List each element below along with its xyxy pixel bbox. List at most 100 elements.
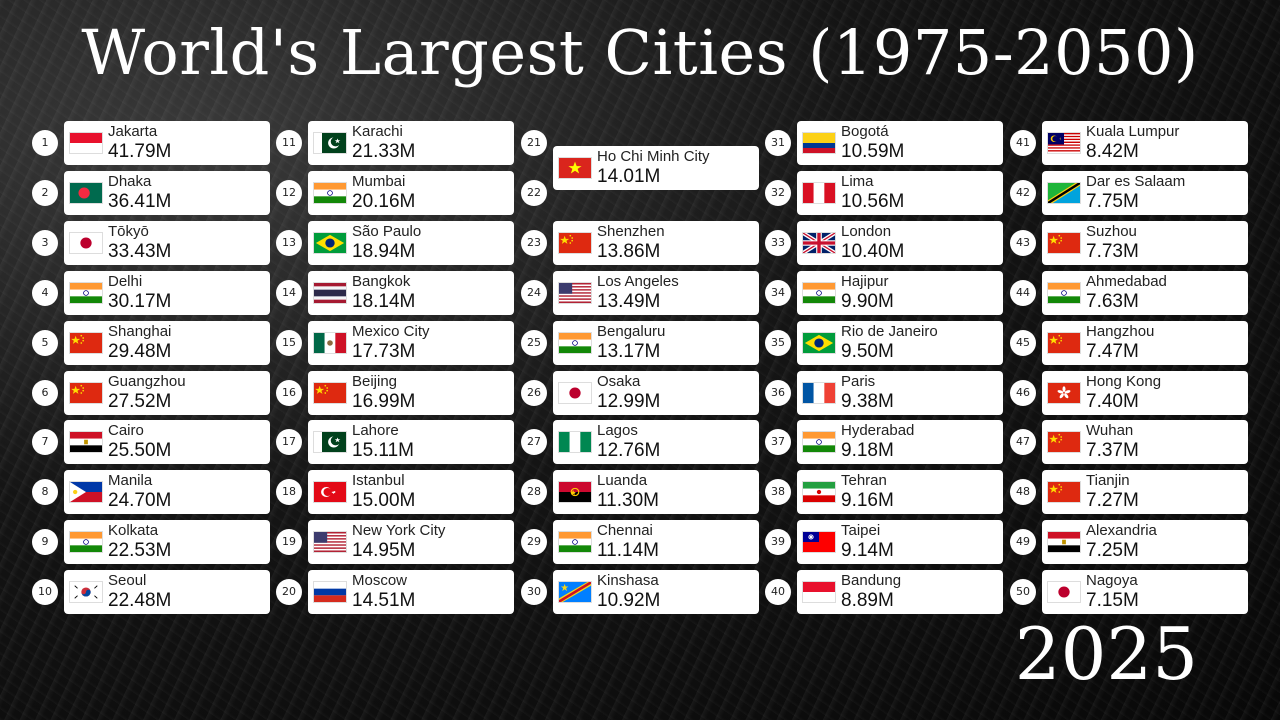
city-name: Beijing xyxy=(352,372,398,390)
city-population: 7.25M xyxy=(1086,540,1139,562)
city-name: Ho Chi Minh City xyxy=(597,147,710,165)
rank-badge: 23 xyxy=(521,229,547,256)
rank-badge: 38 xyxy=(765,479,791,506)
city-card: Bengaluru 13.17M xyxy=(553,320,759,365)
flag-kr-icon xyxy=(69,581,103,604)
city-card: Alexandria 7.25M xyxy=(1042,520,1248,565)
rank-badge: 34 xyxy=(765,279,791,306)
city-name: Istanbul xyxy=(352,472,405,490)
city-card: Tōkyō 33.43M xyxy=(64,220,270,265)
rank-badge: 8 xyxy=(32,479,58,506)
city-card: Guangzhou 27.52M xyxy=(64,370,270,415)
city-population: 9.90M xyxy=(841,290,894,312)
city-name: Alexandria xyxy=(1086,522,1157,540)
city-name: Chennai xyxy=(597,522,653,540)
city-name: Tehran xyxy=(841,472,887,490)
city-name: Kolkata xyxy=(108,522,159,540)
city-name: Jakarta xyxy=(108,123,158,140)
flag-co-icon xyxy=(802,132,836,154)
flag-in-icon xyxy=(802,281,836,304)
rank-badge: 45 xyxy=(1010,329,1036,356)
city-population: 18.94M xyxy=(352,240,416,262)
city-name: Taipei xyxy=(841,522,881,540)
rank-badge: 25 xyxy=(521,329,547,356)
city-card: Beijing 16.99M xyxy=(308,370,514,415)
city-card: New York City 14.95M xyxy=(308,520,514,565)
city-name: Hyderabad xyxy=(841,422,915,440)
city-name: Lima xyxy=(841,172,874,190)
rank-badge: 18 xyxy=(276,479,302,506)
city-name: Kinshasa xyxy=(597,572,659,590)
flag-ph-icon xyxy=(69,481,103,504)
city-name: Lahore xyxy=(352,422,399,440)
city-card: Taipei 9.14M xyxy=(797,520,1003,565)
city-card: Paris 9.38M xyxy=(797,370,1003,415)
flag-in-icon xyxy=(69,531,103,554)
city-name: Ahmedabad xyxy=(1086,272,1167,290)
city-population: 9.38M xyxy=(841,390,894,412)
city-card: Kolkata 22.53M xyxy=(64,520,270,565)
city-name: Shenzhen xyxy=(597,222,665,240)
city-name: Bogotá xyxy=(841,123,889,140)
city-population: 24.70M xyxy=(108,490,172,512)
city-card: Istanbul 15.00M xyxy=(308,470,514,515)
city-name: Wuhan xyxy=(1086,422,1134,440)
city-card: Karachi 21.33M xyxy=(308,121,514,165)
rank-badge: 41 xyxy=(1010,130,1036,156)
flag-cd-icon xyxy=(558,581,592,604)
city-population: 27.52M xyxy=(108,390,172,412)
city-population: 21.33M xyxy=(352,141,416,162)
flag-bd-icon xyxy=(69,181,103,204)
flag-cn-icon xyxy=(1047,431,1081,454)
city-name: Paris xyxy=(841,372,876,390)
rank-badge: 7 xyxy=(32,429,58,456)
city-population: 8.42M xyxy=(1086,141,1139,162)
city-name: Cairo xyxy=(108,422,144,440)
city-population: 7.47M xyxy=(1086,340,1139,362)
city-population: 7.15M xyxy=(1086,590,1139,612)
city-population: 10.59M xyxy=(841,141,905,162)
city-card: Shanghai 29.48M xyxy=(64,320,270,365)
city-population: 30.17M xyxy=(108,290,172,312)
city-card: Ahmedabad 7.63M xyxy=(1042,270,1248,315)
city-card: Ho Chi Minh City 14.01M xyxy=(553,145,759,190)
city-population: 7.40M xyxy=(1086,390,1139,412)
city-card: Jakarta 41.79M xyxy=(64,121,270,165)
city-name: New York City xyxy=(352,522,446,540)
rank-badge: 4 xyxy=(32,279,58,306)
rank-badge: 27 xyxy=(521,429,547,456)
rank-badge: 47 xyxy=(1010,429,1036,456)
city-population: 9.18M xyxy=(841,440,894,462)
city-name: Hong Kong xyxy=(1086,372,1162,390)
city-population: 25.50M xyxy=(108,440,172,462)
city-card: Kuala Lumpur 8.42M xyxy=(1042,121,1248,165)
rank-badge: 50 xyxy=(1010,579,1036,606)
city-population: 8.89M xyxy=(841,590,894,612)
rank-badge: 43 xyxy=(1010,229,1036,256)
flag-tw-icon xyxy=(802,531,836,554)
city-card: Luanda 11.30M xyxy=(553,470,759,515)
city-card: Nagoya 7.15M xyxy=(1042,570,1248,615)
rank-badge: 19 xyxy=(276,529,302,556)
flag-id-icon xyxy=(802,581,836,604)
flag-in-icon xyxy=(1047,281,1081,304)
flag-hk-icon xyxy=(1047,381,1081,404)
city-name: Rio de Janeiro xyxy=(841,322,938,340)
city-card: Cairo 25.50M xyxy=(64,420,270,465)
city-card: Dhaka 36.41M xyxy=(64,170,270,215)
city-name: Los Angeles xyxy=(597,272,679,290)
year-label: 2025 xyxy=(1014,612,1198,696)
flag-eg-icon xyxy=(69,431,103,454)
flag-vn-icon xyxy=(558,156,592,179)
city-population: 10.92M xyxy=(597,590,661,612)
rank-badge: 20 xyxy=(276,579,302,606)
city-card: Lima 10.56M xyxy=(797,170,1003,215)
flag-cn-icon xyxy=(69,331,103,354)
city-name: Hajipur xyxy=(841,272,889,290)
city-card: Tehran 9.16M xyxy=(797,470,1003,515)
rank-badge: 17 xyxy=(276,429,302,456)
rank-badge: 15 xyxy=(276,329,302,356)
city-card: Bangkok 18.14M xyxy=(308,270,514,315)
city-card: Moscow 14.51M xyxy=(308,570,514,615)
